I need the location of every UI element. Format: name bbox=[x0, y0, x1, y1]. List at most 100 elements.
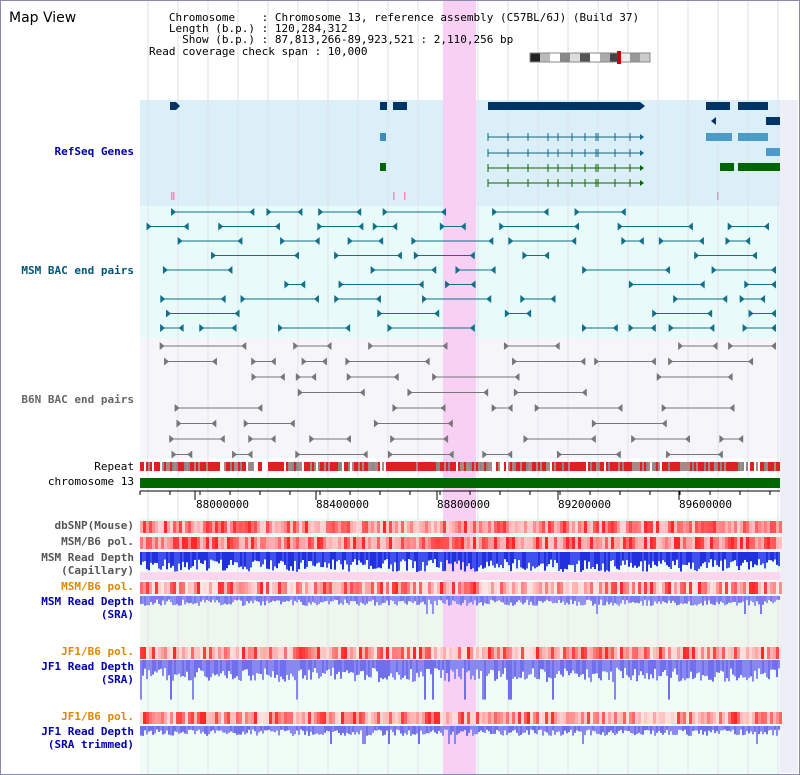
depth-mark bbox=[592, 596, 594, 606]
track-label-jf1-read-depth-trim[interactable]: JF1 Read Depth bbox=[41, 725, 134, 738]
track-label-jf1-b6-pol-2[interactable]: JF1/B6 pol. bbox=[61, 710, 134, 723]
depth-mark bbox=[676, 552, 678, 560]
heat-mark bbox=[689, 712, 692, 724]
repeat-mark bbox=[698, 462, 700, 471]
depth-mark bbox=[670, 726, 672, 732]
ideogram-band bbox=[620, 53, 630, 62]
heat-mark bbox=[572, 582, 575, 594]
depth-mark bbox=[156, 596, 158, 600]
track-label-msm-b6-pol[interactable]: MSM/B6 pol. bbox=[61, 535, 134, 548]
heat-mark bbox=[245, 712, 248, 724]
heat-mark bbox=[428, 582, 431, 594]
depth-mark bbox=[606, 726, 608, 735]
heat-mark bbox=[404, 521, 407, 533]
heat-mark bbox=[164, 582, 167, 594]
depth-mark bbox=[514, 596, 516, 605]
repeat-mark bbox=[764, 462, 766, 471]
heat-mark bbox=[566, 582, 569, 594]
b6n-bac-pair-end bbox=[232, 450, 238, 459]
depth-mark bbox=[720, 660, 722, 671]
heat-mark bbox=[614, 537, 617, 549]
depth-mark bbox=[348, 660, 350, 674]
repeat-mark bbox=[198, 462, 200, 471]
heat-mark bbox=[221, 521, 224, 533]
heat-mark bbox=[479, 712, 482, 724]
depth-mark bbox=[464, 596, 466, 600]
depth-mark bbox=[494, 552, 496, 568]
heat-mark bbox=[308, 537, 311, 549]
track-label-msm-read-depth-cap[interactable]: MSM Read Depth bbox=[41, 551, 134, 564]
heat-mark bbox=[488, 712, 491, 724]
heat-mark bbox=[434, 647, 437, 659]
track-label-jf1-b6-pol[interactable]: JF1/B6 pol. bbox=[61, 645, 134, 658]
track-label-msm-read-depth-sra[interactable]: MSM Read Depth bbox=[41, 595, 134, 608]
repeat-mark bbox=[336, 462, 338, 471]
heat-mark bbox=[674, 582, 677, 594]
depth-mark bbox=[494, 660, 496, 681]
depth-mark bbox=[756, 596, 758, 602]
b6n-bac-pair-end bbox=[447, 419, 453, 428]
heat-mark bbox=[704, 647, 707, 659]
heat-mark bbox=[299, 647, 302, 659]
depth-mark bbox=[266, 726, 268, 731]
heat-mark bbox=[623, 647, 626, 659]
b6n-bac-pair-end bbox=[295, 450, 301, 459]
heat-mark bbox=[359, 712, 362, 724]
depth-mark bbox=[204, 660, 206, 677]
heat-mark bbox=[242, 582, 245, 594]
repeat-mark bbox=[210, 462, 212, 471]
msm-bac-pair-end bbox=[725, 237, 731, 245]
heat-mark bbox=[140, 647, 143, 659]
heat-mark bbox=[773, 647, 776, 659]
heat-mark bbox=[590, 712, 593, 724]
track-label-b6n-bac[interactable]: B6N BAC end pairs bbox=[21, 393, 134, 406]
heat-mark bbox=[152, 647, 155, 659]
depth-mark bbox=[198, 596, 200, 606]
heat-mark bbox=[518, 521, 521, 533]
repeat-mark bbox=[508, 462, 510, 471]
heat-mark bbox=[749, 521, 752, 533]
ideogram-band bbox=[600, 53, 610, 62]
heat-mark bbox=[470, 537, 473, 549]
heat-mark bbox=[455, 537, 458, 549]
depth-mark bbox=[504, 552, 506, 560]
track-label-repeat[interactable]: Repeat bbox=[94, 460, 134, 473]
track-label-dbsnp[interactable]: dbSNP(Mouse) bbox=[54, 519, 134, 532]
depth-mark bbox=[308, 726, 310, 736]
heat-mark bbox=[437, 647, 440, 659]
depth-mark bbox=[398, 726, 400, 731]
heat-mark bbox=[206, 521, 209, 533]
depth-mark bbox=[230, 726, 232, 732]
track-label-jf1-read-depth[interactable]: JF1 Read Depth bbox=[41, 660, 134, 673]
heat-mark bbox=[731, 537, 734, 549]
heat-mark bbox=[488, 521, 491, 533]
b6n-bac-pair-end bbox=[712, 342, 718, 350]
heat-mark bbox=[605, 647, 608, 659]
depth-mark bbox=[544, 552, 546, 571]
depth-mark bbox=[730, 552, 732, 563]
track-label-msm-b6-pol-2[interactable]: MSM/B6 pol. bbox=[61, 580, 134, 593]
heat-mark bbox=[512, 582, 515, 594]
heat-mark bbox=[548, 712, 551, 724]
depth-mark bbox=[608, 552, 610, 572]
heat-mark bbox=[647, 537, 650, 549]
repeat-mark bbox=[484, 462, 486, 471]
heat-mark bbox=[371, 521, 374, 533]
track-label-chromosome[interactable]: chromosome 13 bbox=[47, 475, 134, 488]
heat-mark bbox=[434, 521, 437, 533]
depth-mark bbox=[238, 660, 240, 680]
msm-bac-pair-end bbox=[544, 251, 550, 260]
depth-mark bbox=[188, 726, 190, 730]
depth-mark bbox=[324, 552, 326, 563]
heat-mark bbox=[602, 537, 605, 549]
repeat-mark bbox=[402, 462, 404, 471]
depth-mark bbox=[298, 660, 300, 671]
heat-mark bbox=[266, 647, 269, 659]
heat-mark bbox=[572, 712, 575, 724]
heat-mark bbox=[725, 647, 728, 659]
track-label-msm-bac[interactable]: MSM BAC end pairs bbox=[21, 264, 134, 277]
heat-mark bbox=[293, 582, 296, 594]
depth-mark bbox=[368, 726, 370, 735]
track-label-refseq[interactable]: RefSeq Genes bbox=[54, 145, 134, 158]
depth-mark bbox=[234, 596, 236, 600]
